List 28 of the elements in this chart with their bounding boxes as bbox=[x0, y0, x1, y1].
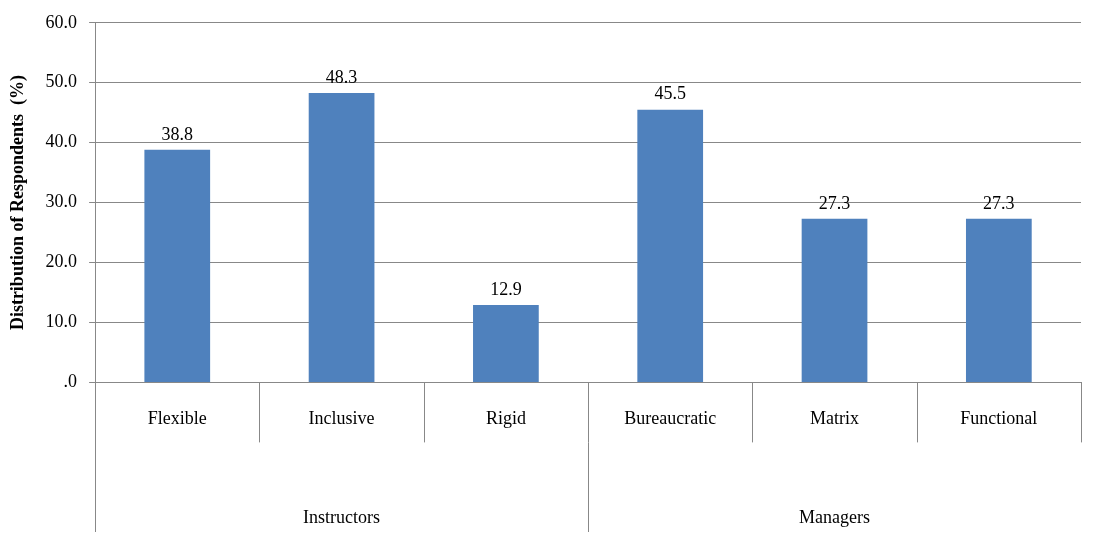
bar bbox=[473, 305, 539, 382]
x-tick-label: Rigid bbox=[485, 407, 526, 428]
bar bbox=[801, 218, 868, 382]
y-tick-label: 20.0 bbox=[45, 251, 78, 272]
text: Instructors bbox=[303, 506, 381, 527]
y-tick-label: 30.0 bbox=[45, 191, 78, 212]
y-tick-label: 10.0 bbox=[45, 311, 78, 332]
text: Managers bbox=[799, 506, 871, 527]
y-tick-label: .0 bbox=[63, 371, 78, 392]
y-tick-label: 60.0 bbox=[45, 11, 78, 32]
x-tick-label: Matrix bbox=[810, 407, 860, 428]
y-tick-label: 40.0 bbox=[45, 131, 78, 152]
y-axis-title: Distribution of Respondents (%) bbox=[7, 75, 29, 331]
x-tick-label: Functional bbox=[960, 407, 1038, 428]
y-tick-label: 50.0 bbox=[45, 71, 78, 92]
x-tick-label: Flexible bbox=[147, 407, 207, 428]
data-label: 45.5 bbox=[654, 83, 686, 104]
data-label: 27.3 bbox=[818, 192, 851, 213]
bar bbox=[965, 218, 1032, 382]
bar bbox=[144, 149, 211, 382]
bar bbox=[637, 109, 704, 382]
x-tick-label: Bureaucratic bbox=[624, 407, 717, 428]
data-label: 48.3 bbox=[325, 66, 358, 87]
data-label: 12.9 bbox=[490, 278, 522, 299]
bar bbox=[308, 92, 375, 382]
data-label: 27.3 bbox=[983, 192, 1015, 213]
x-tick-label: Inclusive bbox=[308, 407, 375, 428]
data-label: 38.8 bbox=[161, 123, 194, 144]
